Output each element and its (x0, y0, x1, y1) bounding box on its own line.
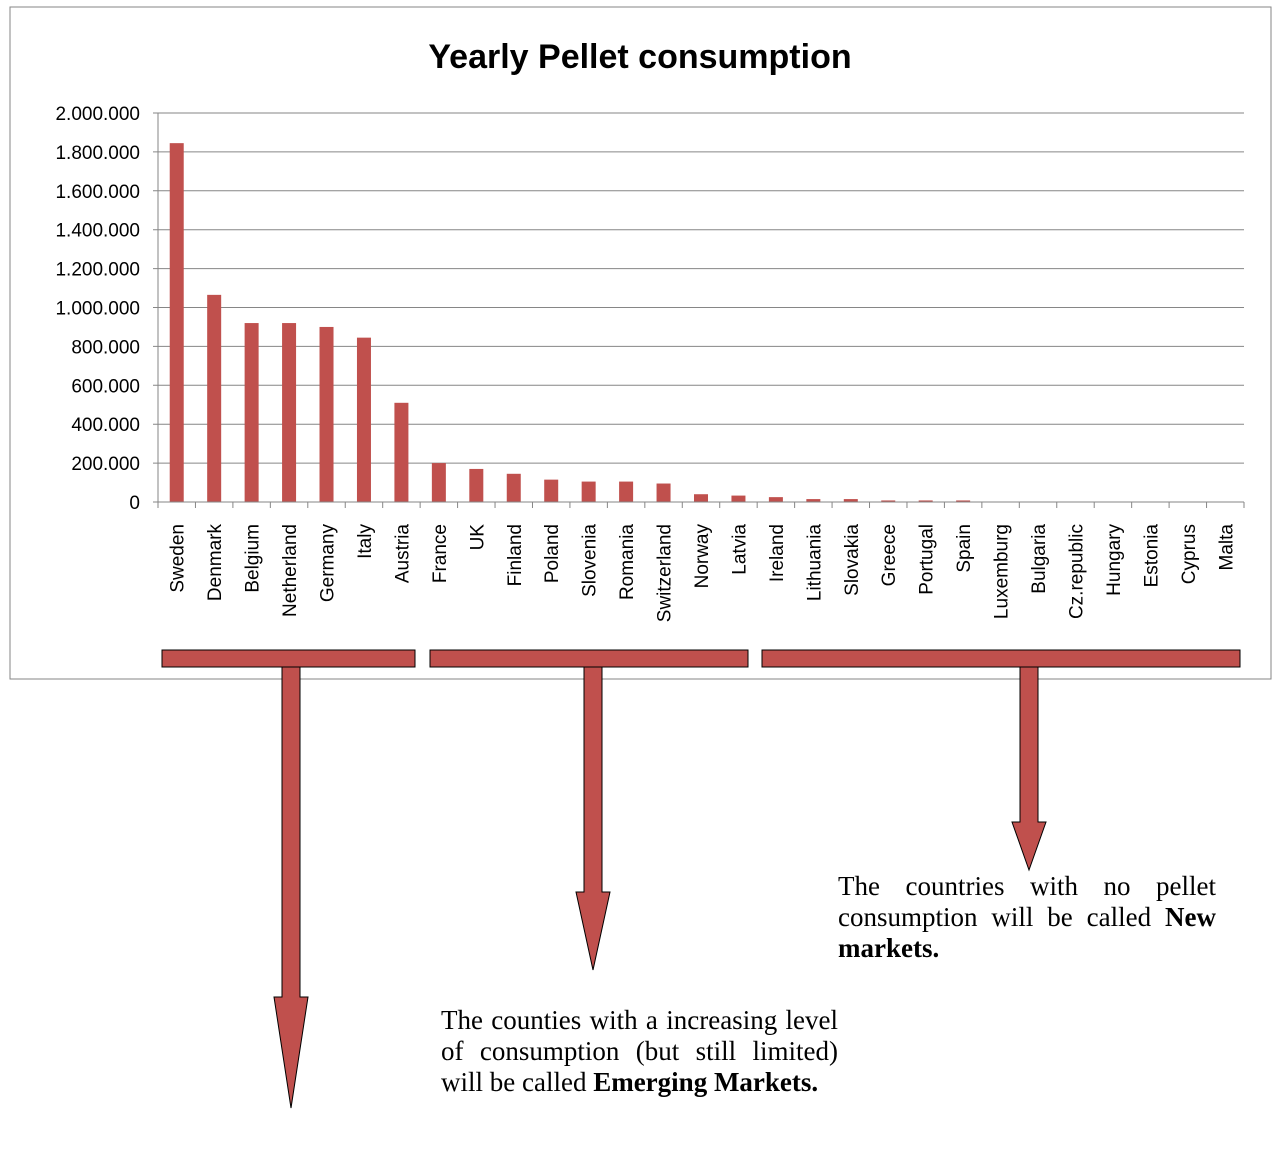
new-markets-text: The countries with no pellet consumption… (838, 871, 1216, 932)
bar (881, 500, 896, 502)
chart-title: Yearly Pellet consumption (428, 38, 851, 76)
bar (207, 294, 222, 502)
x-tick-label: Bulgaria (1029, 524, 1050, 594)
y-tick-label: 200.000 (71, 454, 140, 475)
group-bracket (429, 649, 749, 668)
y-tick-label: 0 (129, 493, 140, 514)
bar (544, 479, 559, 502)
x-tick-label: Switzerland (655, 524, 676, 622)
y-tick-label: 1.400.000 (55, 221, 140, 242)
bar (319, 326, 334, 502)
x-tick-label: Netherland (280, 524, 301, 617)
x-tick-label: Luxemburg (992, 524, 1013, 619)
x-tick-label: Latvia (729, 524, 750, 575)
x-tick-label: Lithuania (804, 524, 825, 602)
x-tick-label: Italy (355, 524, 376, 559)
bar (694, 494, 708, 502)
group-bracket (761, 649, 1241, 668)
x-tick-label: Portugal (917, 524, 938, 595)
bar (394, 402, 409, 502)
bar (469, 468, 484, 502)
bar (656, 483, 671, 502)
x-tick-label: Estonia (1141, 524, 1162, 588)
x-axis-labels: Sweden Denmark Belgium Netherland Germany Ita… (168, 524, 1238, 623)
x-tick-label: Germany (318, 524, 339, 603)
y-tick-label: 400.000 (71, 415, 140, 436)
x-tick-label: Cyprus (1179, 524, 1200, 584)
y-tick-label: 600.000 (71, 376, 140, 397)
new-markets-caption: The countries with no pellet consumption… (838, 871, 1216, 964)
x-tick-label: Sweden (168, 524, 189, 593)
bar (356, 337, 371, 502)
emerging-markets-label: Emerging Markets. (593, 1067, 819, 1097)
x-tick-label: Cz.republic (1066, 524, 1087, 619)
market-group-arrows (161, 649, 1241, 1109)
bar (768, 497, 783, 502)
y-tick-label: 1.000.000 (55, 299, 140, 320)
bar (619, 481, 634, 502)
x-tick-label: France (430, 524, 451, 583)
x-tick-label: Romania (617, 524, 638, 600)
x-axis (153, 113, 1245, 508)
bar (956, 500, 971, 502)
bar (918, 500, 933, 502)
bar (806, 499, 821, 502)
x-tick-label: Finland (505, 524, 526, 586)
x-tick-label: Slovakia (842, 524, 863, 596)
emerging-markets-caption: The counties with a increasing level of … (441, 1005, 838, 1098)
x-tick-label: Malta (1216, 524, 1237, 571)
emerging-markets-text: The counties with a increasing level of … (441, 1005, 838, 1097)
x-tick-label: Austria (392, 524, 413, 584)
x-tick-label: Poland (542, 524, 563, 583)
bar (431, 463, 446, 502)
y-tick-label: 1.800.000 (55, 143, 140, 164)
x-tick-label: UK (467, 524, 488, 551)
x-tick-label: Greece (879, 524, 900, 586)
bar (244, 323, 259, 502)
bar (581, 481, 596, 502)
x-tick-label: Belgium (243, 524, 264, 593)
down-arrow (575, 666, 611, 971)
bars (169, 143, 971, 502)
y-tick-label: 800.000 (71, 337, 140, 358)
x-tick-label: Hungary (1104, 524, 1125, 596)
x-tick-label: Slovenia (580, 524, 601, 597)
x-tick-label: Spain (954, 524, 975, 573)
down-arrow (273, 666, 309, 1109)
down-arrow (1011, 666, 1047, 872)
x-tick-label: Ireland (767, 524, 788, 582)
y-tick-label: 1.200.000 (55, 260, 140, 281)
bar (843, 499, 858, 502)
bar (506, 473, 521, 502)
bar (282, 323, 297, 502)
bar (169, 143, 184, 502)
bar (731, 495, 746, 502)
y-tick-label: 1.600.000 (55, 182, 140, 203)
x-tick-label: Norway (692, 524, 713, 589)
new-markets-label: New markets. (838, 902, 1216, 963)
y-axis-ticks: 0 200.000 400.000 600.000 800.000 1.000.000 1.… (55, 104, 140, 514)
x-tick-label: Denmark (205, 524, 226, 602)
y-tick-label: 2.000.000 (55, 104, 140, 125)
group-bracket (161, 649, 416, 668)
